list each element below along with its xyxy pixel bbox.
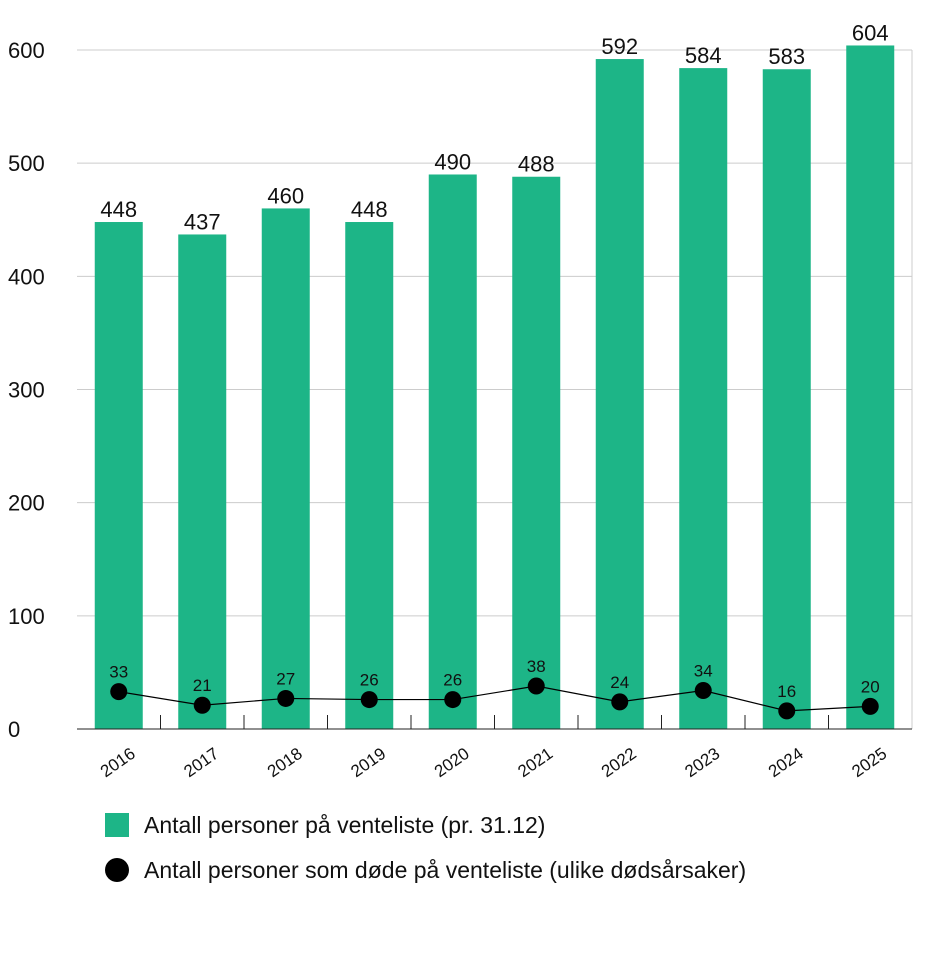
legend-item-line: Antall personer som døde på venteliste (… bbox=[105, 857, 746, 883]
bar bbox=[679, 68, 728, 729]
bar-value-label: 437 bbox=[184, 209, 221, 234]
bar-value-label: 583 bbox=[768, 44, 805, 69]
x-tick-label: 2023 bbox=[681, 744, 723, 781]
line-point bbox=[694, 682, 712, 700]
line-value-label: 33 bbox=[109, 663, 128, 682]
bar-value-label: 460 bbox=[267, 183, 304, 208]
bar-value-label: 490 bbox=[434, 149, 471, 174]
bar-value-label: 604 bbox=[852, 20, 889, 45]
y-tick-label: 300 bbox=[8, 378, 45, 403]
bar bbox=[846, 45, 895, 730]
y-tick-label: 600 bbox=[8, 38, 45, 63]
legend-bar-swatch bbox=[105, 813, 129, 837]
x-tick-label: 2025 bbox=[848, 744, 890, 781]
x-tick-label: 2020 bbox=[431, 744, 473, 781]
line-point bbox=[778, 702, 796, 720]
bar-value-label: 584 bbox=[685, 43, 722, 68]
legend-dot-swatch bbox=[105, 858, 129, 882]
y-tick-label: 400 bbox=[8, 264, 45, 289]
bar bbox=[428, 174, 477, 729]
line-value-label: 21 bbox=[193, 676, 212, 695]
y-tick-label: 0 bbox=[8, 717, 20, 742]
combo-chart: 0 100 200 300 400 500 600 448 437 460 448 490 488 59… bbox=[8, 20, 913, 781]
line-point bbox=[611, 693, 629, 711]
x-tick-label: 2017 bbox=[180, 744, 222, 781]
x-tick-label: 2018 bbox=[264, 744, 306, 781]
bar bbox=[595, 59, 644, 729]
deaths-line: 33 21 27 26 26 38 24 34 16 20 bbox=[109, 657, 880, 720]
line-value-label: 16 bbox=[777, 682, 796, 701]
legend-bars-label: Antall personer på venteliste (pr. 31.12… bbox=[144, 811, 546, 838]
y-tick-label: 500 bbox=[8, 151, 45, 176]
line-value-label: 24 bbox=[610, 673, 629, 692]
bar bbox=[512, 176, 561, 729]
line-point bbox=[110, 683, 128, 701]
x-tick-label: 2024 bbox=[765, 744, 807, 781]
y-axis: 0 100 200 300 400 500 600 bbox=[8, 38, 45, 742]
y-tick-label: 100 bbox=[8, 604, 45, 629]
x-tick-label: 2021 bbox=[514, 744, 556, 781]
deaths-polyline bbox=[118, 685, 871, 712]
bar-value-label: 448 bbox=[100, 197, 137, 222]
bar-value-label: 592 bbox=[601, 34, 638, 59]
line-point bbox=[193, 696, 211, 714]
bar-value-label: 488 bbox=[518, 152, 555, 177]
bar bbox=[178, 234, 227, 729]
bar-value-label: 448 bbox=[351, 197, 388, 222]
x-tick-label: 2019 bbox=[347, 744, 389, 781]
line-value-label: 38 bbox=[527, 657, 546, 676]
bar bbox=[261, 208, 310, 729]
bar bbox=[94, 222, 143, 729]
line-value-label: 27 bbox=[276, 669, 295, 688]
line-point bbox=[277, 689, 295, 707]
bars: 448 437 460 448 490 488 592 584 583 604 bbox=[94, 20, 895, 730]
x-tick-label: 2016 bbox=[97, 744, 139, 781]
line-point bbox=[444, 691, 462, 709]
legend: Antall personer på venteliste (pr. 31.12… bbox=[105, 812, 746, 902]
y-tick-label: 200 bbox=[8, 491, 45, 516]
line-point bbox=[360, 691, 378, 709]
legend-item-bars: Antall personer på venteliste (pr. 31.12… bbox=[105, 812, 746, 838]
line-value-label: 26 bbox=[443, 671, 462, 690]
line-value-label: 20 bbox=[861, 677, 880, 696]
legend-line-label: Antall personer som døde på venteliste (… bbox=[144, 856, 747, 883]
line-value-label: 26 bbox=[360, 671, 379, 690]
line-point bbox=[861, 697, 879, 715]
bar bbox=[762, 69, 811, 729]
bar bbox=[345, 222, 394, 729]
line-value-label: 34 bbox=[694, 662, 713, 681]
line-point bbox=[527, 677, 545, 695]
x-tick-label: 2022 bbox=[598, 744, 640, 781]
